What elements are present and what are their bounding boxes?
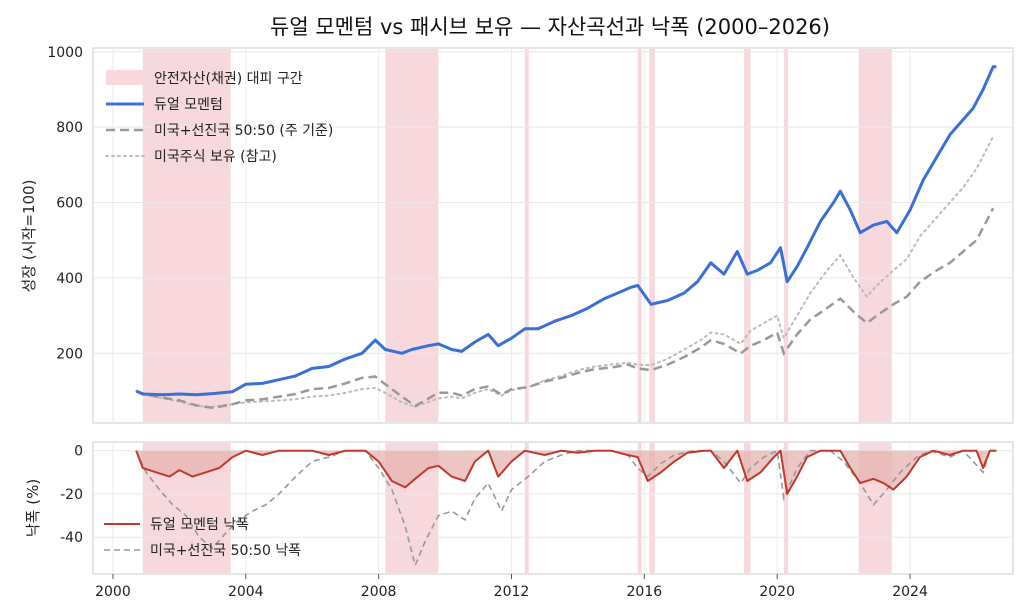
- equity-safe-band-2: [524, 49, 529, 422]
- equity-safe-band-4: [649, 49, 655, 422]
- drawdown-safe-band-5: [743, 443, 751, 573]
- equity-safe-band-3: [637, 49, 642, 422]
- equity-curve-panel: 200 400 600 800 1000 성장 (시작=100) 안전자산(채권) 대피…: [20, 45, 1014, 424]
- equity-y-tick-2: 600: [56, 196, 83, 212]
- x-tick-6: 2024: [892, 584, 928, 600]
- drawdown-area-dual: [136, 450, 997, 494]
- legend-label-dual: 듀얼 모멘텀: [154, 97, 223, 113]
- drawdown-y-axis-title: 낙폭 (%): [24, 479, 42, 537]
- legend-label-dd_dual: 듀얼 모멘텀 낙폭: [150, 517, 249, 533]
- drawdown-y-tick-1: -20: [60, 487, 83, 503]
- drawdown-series-lines: [135, 449, 997, 568]
- series-line-dd_dual: [135, 449, 997, 495]
- chart-title: 듀얼 모멘텀 vs 패시브 보유 — 자산곡선과 낙폭 (2000–2026): [270, 15, 830, 39]
- legend-label-safe: 안전자산(채권) 대피 구간: [154, 71, 303, 87]
- x-tick-3: 2012: [494, 584, 530, 600]
- legend-label-dd_mix: 미국+선진국 50:50 낙폭: [150, 543, 301, 559]
- x-tick-4: 2016: [627, 584, 663, 600]
- safe-asset-bands: [142, 49, 892, 422]
- equity-safe-band-6: [783, 49, 789, 422]
- drawdown-fill-area: [136, 450, 997, 494]
- drawdown-panel: 0 -20 -40 2000 2004 2008 2012 2016 2020 2024 낙폭 …: [24, 441, 1014, 600]
- series-line-dual: [135, 65, 997, 397]
- equity-y-tick-labels: 200 400 600 800 1000: [47, 45, 83, 363]
- equity-safe-band-0: [142, 49, 231, 422]
- legend-label-mix: 미국+선진국 50:50 (주 기준): [154, 123, 333, 139]
- equity-safe-band-1: [385, 49, 439, 422]
- x-tick-1: 2004: [228, 584, 264, 600]
- series-line-us: [135, 135, 995, 408]
- legend-label-us: 미국주식 보유 (참고): [154, 149, 277, 165]
- drawdown-y-tick-labels: 0 -20 -40: [60, 444, 83, 547]
- x-tick-2: 2008: [361, 584, 397, 600]
- equity-y-tick-3: 800: [56, 120, 83, 136]
- equity-y-tick-0: 200: [56, 346, 83, 362]
- equity-y-tick-4: 1000: [47, 45, 83, 61]
- drawdown-y-tick-0: 0: [74, 444, 83, 460]
- equity-series-lines: [135, 65, 997, 410]
- x-tick-5: 2020: [759, 584, 795, 600]
- drawdown-safe-band-4: [649, 443, 655, 573]
- equity-safe-band-5: [743, 49, 751, 422]
- drawdown-safe-band-6: [783, 443, 789, 573]
- drawdown-gridlines: [93, 442, 1013, 574]
- drawdown-safe-band-2: [524, 443, 529, 573]
- drawdown-y-tick-2: -40: [60, 530, 83, 546]
- equity-y-axis-title: 성장 (시작=100): [20, 180, 38, 293]
- legend-swatch-safe: [106, 70, 144, 85]
- x-tick-labels: 2000 2004 2008 2012 2016 2020 2024: [95, 574, 928, 600]
- x-tick-0: 2000: [95, 584, 131, 600]
- equity-y-tick-1: 400: [56, 271, 83, 287]
- equity-gridlines: [93, 48, 1013, 423]
- equity-safe-band-7: [858, 49, 892, 422]
- series-line-mix: [135, 207, 995, 410]
- drawdown-safe-band-3: [637, 443, 642, 573]
